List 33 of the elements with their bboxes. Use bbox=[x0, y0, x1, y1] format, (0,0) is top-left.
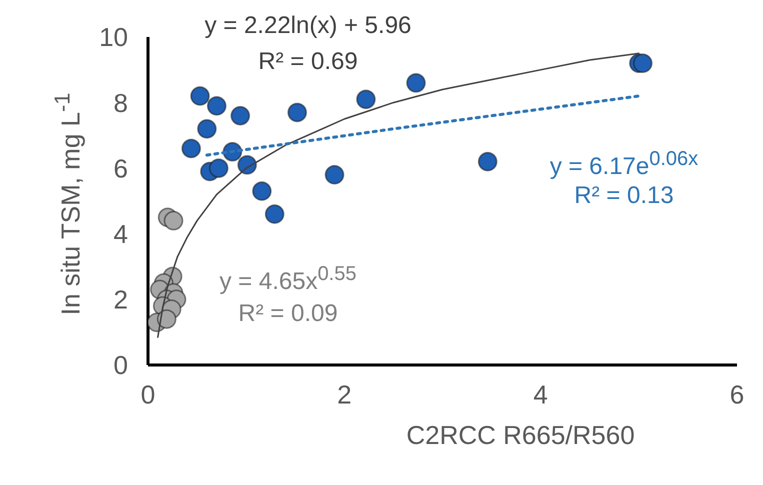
point bbox=[406, 73, 426, 93]
annotation: y = 6.17e$^{0.06x}$ bbox=[550, 148, 698, 181]
point bbox=[252, 181, 272, 201]
y-tick-label: 6 bbox=[114, 153, 128, 184]
x-axis-title: C2RCC R665/R560 bbox=[405, 420, 636, 451]
y-tick-label: 10 bbox=[99, 22, 128, 52]
x-tick-label: 6 bbox=[730, 379, 744, 410]
y-tick-label: 2 bbox=[114, 284, 128, 315]
point bbox=[197, 119, 217, 139]
annotation: R² = 0.13 bbox=[574, 182, 674, 210]
point bbox=[478, 152, 498, 172]
y-tick-label: 0 bbox=[114, 350, 128, 380]
point bbox=[324, 165, 344, 185]
point bbox=[164, 210, 184, 230]
annotation: y = 4.65x$^{0.55}$ bbox=[220, 263, 356, 296]
point bbox=[633, 53, 653, 73]
point bbox=[208, 158, 228, 178]
point bbox=[181, 138, 201, 158]
point bbox=[190, 86, 210, 106]
annotation: R² = 0.69 bbox=[258, 48, 358, 76]
point bbox=[356, 90, 376, 110]
point bbox=[156, 309, 176, 329]
point bbox=[264, 204, 284, 224]
point bbox=[287, 102, 307, 122]
x-tick-label: 2 bbox=[337, 379, 352, 410]
annotation: R² = 0.09 bbox=[238, 300, 338, 328]
annotation: y = 2.22ln(x) + 5.96 bbox=[204, 12, 412, 40]
y-tick-label: 4 bbox=[114, 219, 128, 250]
y-tick-label: 8 bbox=[114, 88, 128, 118]
x-tick-label: 4 bbox=[533, 379, 548, 410]
point bbox=[230, 106, 250, 126]
x-tick-label: 0 bbox=[140, 379, 156, 410]
point bbox=[206, 96, 226, 116]
